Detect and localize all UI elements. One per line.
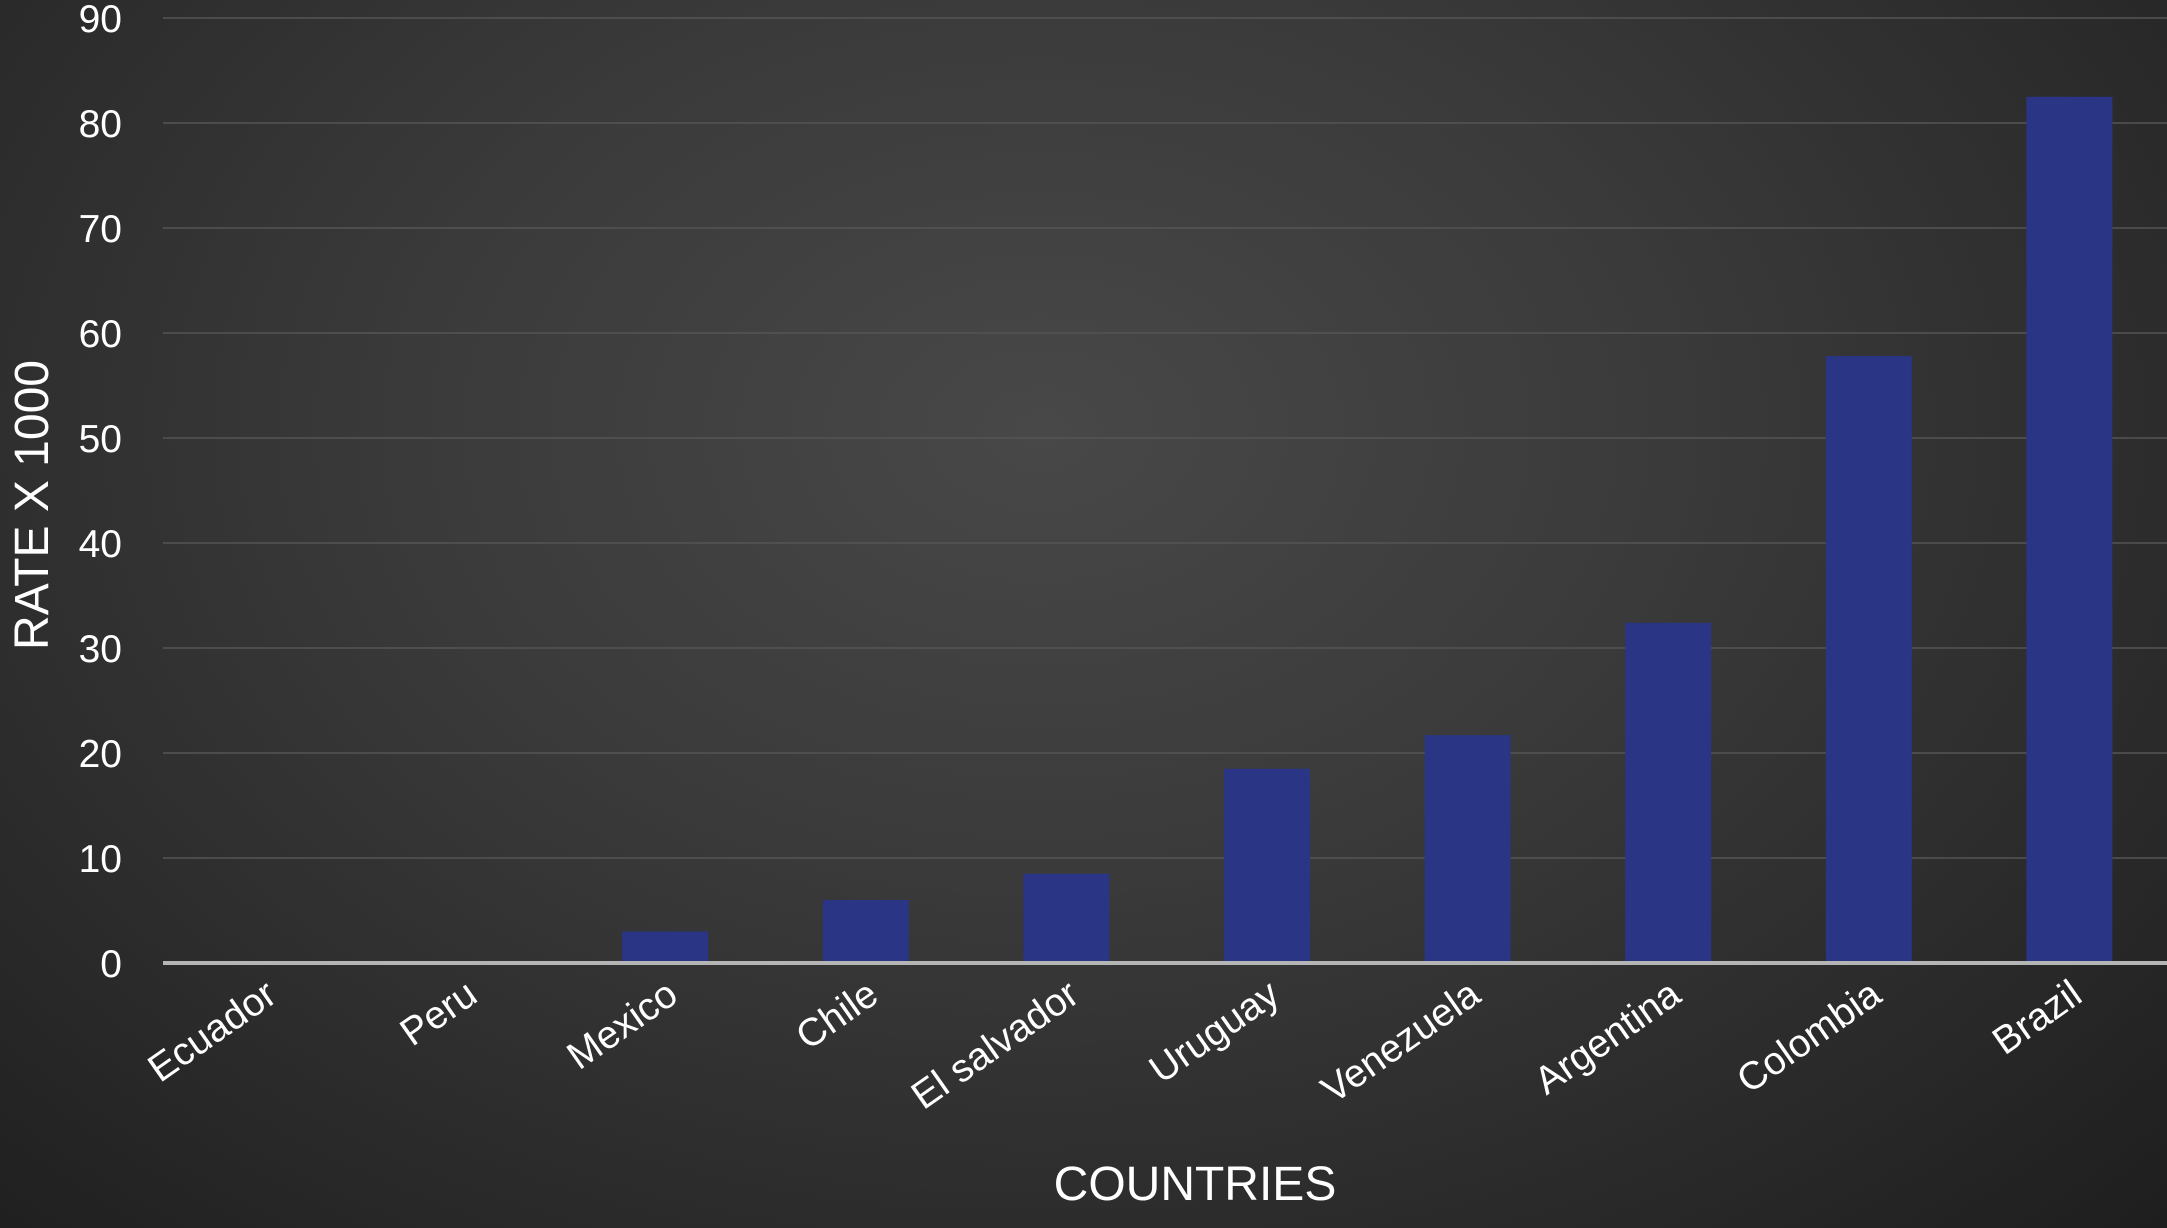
bar [622,931,709,963]
y-tick-label: 20 [79,733,122,776]
bar [1424,735,1511,963]
x-tick-label: Brazil [1985,972,2090,1063]
bar [1023,873,1110,963]
bar [2026,96,2113,963]
bar [822,900,909,963]
x-axis-title: COUNTRIES [1054,1158,1337,1211]
gridlines [163,17,2167,859]
y-tick-label: 10 [79,838,122,881]
y-tick-label: 0 [100,943,122,986]
bar [1625,622,1712,963]
y-tick-label: 30 [79,628,122,671]
x-tick-label: Venezuela [1314,972,1488,1112]
bar [1825,356,1912,964]
y-axis-title: RATE X 1000 [6,360,59,650]
x-tick-label: El salvador [904,972,1087,1118]
bars [622,96,2113,964]
y-tick-label: 80 [79,103,122,146]
x-tick-label: Chile [788,972,885,1058]
y-tick-label: 50 [79,418,122,461]
y-tick-label: 90 [79,0,122,41]
x-tick-label: Ecuador [141,972,285,1091]
x-tick-label: Peru [393,972,485,1054]
y-tick-label: 70 [79,208,122,251]
x-tick-label: Argentina [1527,972,1689,1103]
y-tick-label: 60 [79,313,122,356]
x-tick-label: Mexico [559,972,685,1078]
bar [1224,768,1310,963]
y-tick-label: 40 [79,523,122,566]
x-tick-label: Colombia [1729,972,1889,1102]
x-tick-label: Uruguay [1142,972,1288,1092]
